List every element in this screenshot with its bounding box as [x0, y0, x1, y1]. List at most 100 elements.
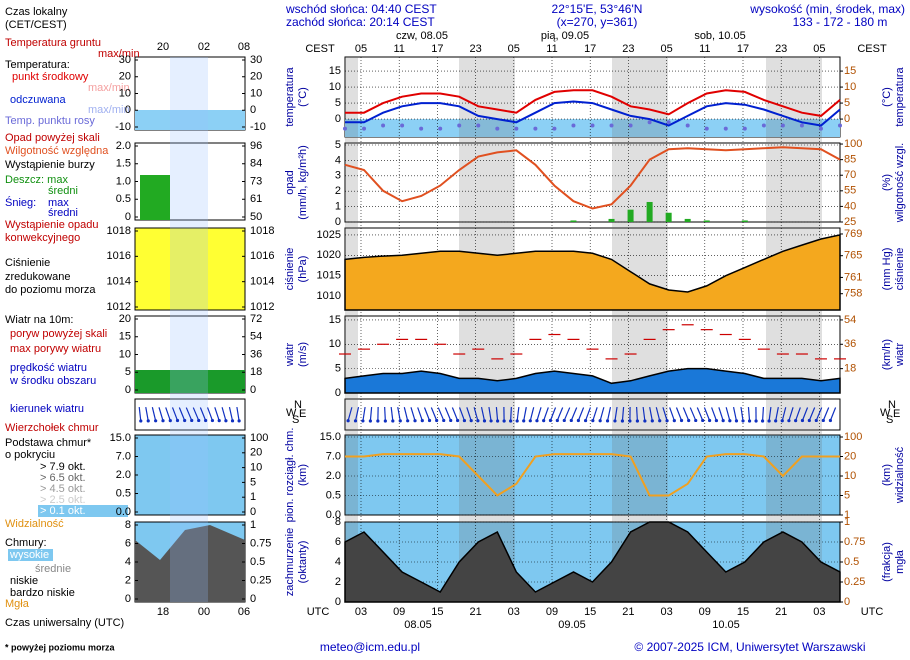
y2-axis-label: (km) [881, 464, 893, 486]
legend: Wiatr na 10m: [5, 314, 73, 326]
mini-tick-label: 0 [250, 104, 256, 116]
mini-hour: 20 [157, 41, 169, 53]
mini-tick-label: 30 [119, 54, 131, 66]
mini-tick-label: 8 [125, 519, 131, 531]
wind-arrow [795, 407, 801, 421]
legend: wysokie [9, 549, 49, 561]
y-axis-label: (oktanty) [297, 541, 309, 584]
wind-arrow [689, 407, 697, 421]
legend: Wilgotność względna [5, 145, 109, 157]
wind-arrow-head [456, 418, 460, 423]
mini-tick-label: 0.5 [250, 556, 265, 568]
hour-bottom: 21 [775, 606, 787, 618]
y-tick-label: 0.5 [326, 489, 341, 501]
wind-arrow [592, 407, 598, 421]
wind-arrow-head [548, 418, 553, 423]
footnote: * powyżej poziomu morza [5, 642, 116, 652]
hour-bottom: 21 [622, 606, 634, 618]
y2-tick-label: 761 [844, 271, 862, 283]
wind-arrow-head [591, 419, 595, 423]
hour-bottom: 15 [431, 606, 443, 618]
wind-arrow [549, 407, 557, 421]
mini-tick-label: 0.25 [250, 574, 271, 586]
legend: Temperatura: [5, 59, 70, 71]
legend: Opad powyżej skali [5, 132, 100, 144]
y-tick-label: 4 [335, 154, 341, 166]
coords: 22°15'E, 53°46'N [552, 2, 643, 16]
wind-arrow-head [598, 419, 602, 423]
y2-tick-label: 0.25 [844, 576, 865, 588]
wind-arrow-head [496, 419, 500, 423]
wind-arrow [369, 406, 373, 422]
y2-tick-label: 5 [844, 97, 850, 109]
copyright: © 2007-2025 ICM, Uniwersytet Warszawski [634, 640, 865, 654]
wind-arrow-head [721, 419, 725, 423]
wind-arrow-head [168, 419, 172, 423]
y2-tick-label: 100 [844, 431, 862, 443]
wind-arrow [495, 406, 499, 422]
wind-arrow [488, 406, 492, 422]
wind-arrow [781, 407, 787, 421]
legend: > 4.5 okt. [40, 483, 86, 495]
wind-arrow-head [391, 419, 395, 423]
wind-arrow-head [628, 419, 632, 423]
wind-arrow [822, 407, 830, 421]
wind-arrow [459, 407, 465, 421]
legend-bg [8, 549, 53, 561]
mini-tick-label: 0 [125, 593, 131, 605]
wind-arrow-head [190, 418, 194, 423]
wind-arrow-head [728, 419, 732, 423]
legend: prędkość wiatru [10, 362, 87, 374]
wind-arrow-head [230, 419, 235, 423]
wind-arrow-head [787, 419, 791, 423]
y2-axis-label: wilgotność wzgl. [894, 143, 906, 223]
mini-tick-label: 1 [250, 491, 256, 503]
mini-tick-label: 1012 [107, 301, 131, 313]
hour-top: 23 [469, 43, 481, 55]
date: 09.05 [558, 619, 586, 631]
dew-point [514, 126, 519, 131]
mini-tick-label: 4 [125, 556, 131, 568]
wind-arrow-head [482, 419, 487, 423]
wind-arrow-head [398, 419, 402, 423]
y-tick-label: 7.0 [326, 450, 341, 462]
hour-bottom: 09 [699, 606, 711, 618]
compass: S [292, 414, 299, 426]
legend: Podstawa chmur* [5, 437, 92, 449]
wind-arrow [390, 406, 394, 422]
dew-point [552, 126, 557, 131]
wind-arrow-head [502, 419, 506, 423]
y2-tick-label: 55 [844, 185, 856, 197]
wind-arrow-head [714, 418, 719, 423]
wind-arrow-head [146, 419, 150, 423]
mini-tick-label: 0 [250, 384, 256, 396]
y2-axis-label: (mm Hg) [881, 248, 893, 291]
wind-arrow [171, 407, 179, 421]
wind-arrow-head [353, 419, 358, 423]
mini-tick-label: 10 [119, 87, 131, 99]
wind-arrow-head [741, 419, 745, 423]
compass: S [886, 414, 893, 426]
hour-top: 11 [546, 43, 557, 55]
wind-arrow-head [665, 419, 669, 423]
mini-tick-label: 18 [250, 366, 262, 378]
wind-arrow [145, 407, 149, 421]
mini-tick-label: 0.5 [116, 193, 131, 205]
legend: > 0.1 okt. [40, 505, 86, 517]
bar [741, 220, 748, 222]
hour-bottom: 21 [469, 606, 481, 618]
dew-point [343, 126, 347, 131]
legend: max/min [88, 82, 130, 94]
wind-arrow [829, 407, 837, 421]
legend: konwekcyjnego [5, 232, 80, 244]
mini-tick-label: 20 [119, 313, 131, 325]
hour-top: 11 [699, 43, 710, 55]
y2-tick-label: 0.75 [844, 536, 865, 548]
y-tick-label: 15.0 [320, 431, 341, 443]
mini-hour: 06 [238, 606, 250, 618]
dew-point [476, 123, 481, 128]
mini-tick-label: 15.0 [110, 432, 131, 444]
y-axis-label: (m/s) [297, 342, 309, 367]
y-axis-label: zachmurzenie [284, 528, 296, 596]
wind-arrow [606, 407, 612, 421]
